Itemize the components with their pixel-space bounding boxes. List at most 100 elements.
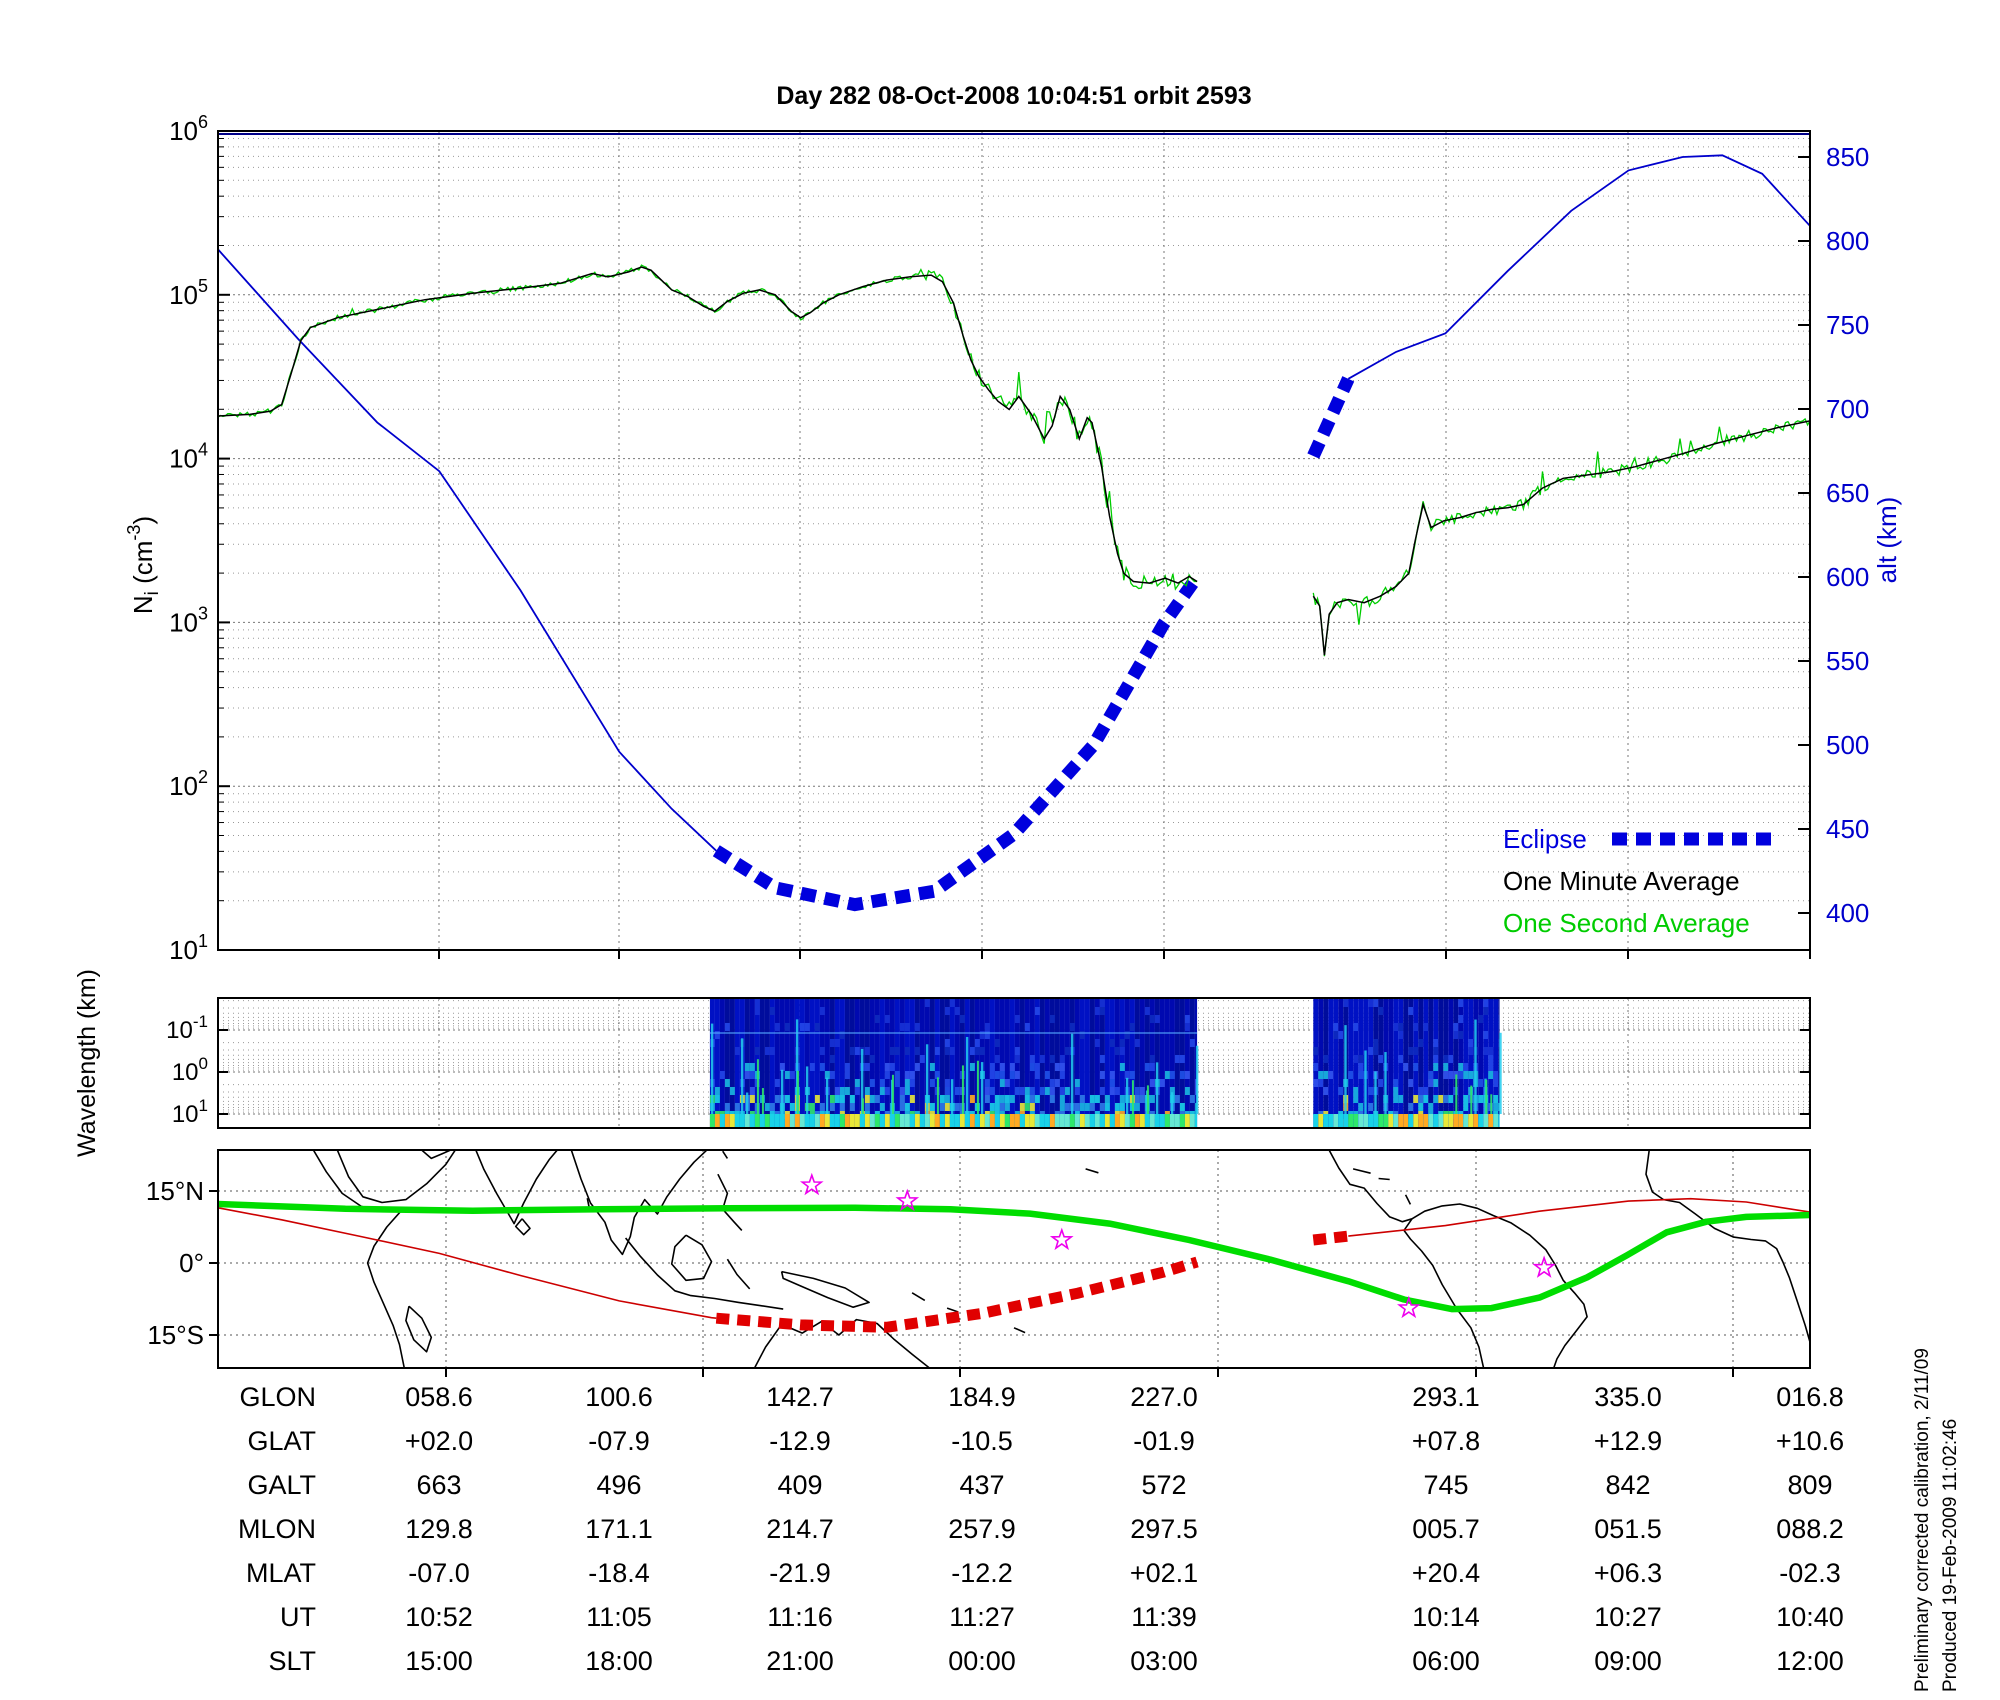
table-cell: -12.9: [769, 1426, 831, 1456]
coastline: [726, 1258, 751, 1290]
table-cell: 058.6: [405, 1382, 473, 1412]
footnote-line-1: Preliminary corrected calibration, 2/11/…: [1912, 1348, 1933, 1692]
table-row-label: UT: [280, 1602, 316, 1632]
table-cell: 437: [959, 1470, 1004, 1500]
table-cell: -07.0: [408, 1558, 470, 1588]
table-cell: 214.7: [766, 1514, 834, 1544]
table-cell: -07.9: [588, 1426, 650, 1456]
table-cell: 005.7: [1412, 1514, 1480, 1544]
table-cell: 21:00: [766, 1646, 834, 1676]
altitude-tick-label: 650: [1826, 478, 1869, 508]
table-cell: +20.4: [1412, 1558, 1480, 1588]
coastline: [312, 1150, 406, 1368]
table-cell: 10:27: [1594, 1602, 1662, 1632]
wavelength-tick-label: 100: [172, 1054, 208, 1086]
middle-panel-axes: 10-1 100 101: [166, 997, 1811, 1129]
density-axis-label: Ni (cm-3): [124, 516, 163, 614]
altitude-tick-label: 750: [1826, 310, 1869, 340]
coastline: [1645, 1150, 1810, 1343]
map-panel-frame: [217, 1149, 1811, 1369]
table-cell: 088.2: [1776, 1514, 1844, 1544]
ground-station-star: [799, 1172, 824, 1196]
footnote: Preliminary corrected calibration, 2/11/…: [1912, 1348, 1961, 1692]
altitude-eclipse-segment: [712, 573, 1203, 912]
coastline: [1085, 1168, 1099, 1174]
table-cell: -18.4: [588, 1558, 650, 1588]
footnote-line-2: Produced 19-Feb-2009 11:02:46: [1940, 1419, 1961, 1692]
coastline: [1404, 1194, 1412, 1205]
magnetic-equator-track: [218, 1200, 1810, 1313]
altitude-tick-label: 450: [1826, 814, 1869, 844]
latitude-tick-label: 0°: [179, 1248, 204, 1278]
ground-track: [218, 1207, 717, 1319]
table-cell: 11:39: [1131, 1602, 1197, 1632]
latitude-tick-label: 15°S: [147, 1320, 204, 1350]
ephemeris-table: GLON 058.6 100.6 142.7 184.9 227.0 293.1 335.0 0…: [238, 1382, 1844, 1676]
coastline: [753, 1318, 931, 1368]
legend-label-one-second: One Second Average: [1503, 908, 1750, 938]
table-cell: 297.5: [1130, 1514, 1198, 1544]
table-cell: 10:14: [1412, 1602, 1480, 1632]
table-cell: 11:16: [767, 1602, 833, 1632]
table-cell: 12:00: [1776, 1646, 1844, 1676]
density-tick-label: 106: [169, 112, 208, 146]
table-cell: 06:00: [1412, 1646, 1480, 1676]
table-row-label: SLT: [268, 1646, 316, 1676]
coastline: [1013, 1327, 1026, 1334]
middle-panel-frame: [217, 997, 1811, 1129]
ground-track-eclipse: [715, 1256, 1199, 1333]
table-cell: +07.8: [1412, 1426, 1480, 1456]
legend: Eclipse One Minute Average One Second Av…: [1503, 824, 1778, 938]
table-cell: 496: [596, 1470, 641, 1500]
altitude-tick-label: 700: [1826, 394, 1869, 424]
one-minute-average-trace: [218, 266, 1198, 584]
table-cell: 129.8: [405, 1514, 473, 1544]
coastline: [421, 1150, 451, 1160]
ground-station-star: [1532, 1255, 1556, 1278]
table-cell: +10.6: [1776, 1426, 1844, 1456]
coastline: [946, 1307, 959, 1313]
ground-track-eclipse: [1312, 1230, 1349, 1246]
table-cell: 335.0: [1594, 1382, 1662, 1412]
table-cell: -10.5: [951, 1426, 1013, 1456]
table-cell: 842: [1605, 1470, 1650, 1500]
table-cell: -01.9: [1133, 1426, 1195, 1456]
coastline: [1352, 1168, 1371, 1174]
coastline: [405, 1305, 433, 1353]
coastline: [1328, 1150, 1413, 1223]
table-cell: +06.3: [1594, 1558, 1662, 1588]
altitude-tick-label: 550: [1826, 646, 1869, 676]
figure-title: Day 282 08-Oct-2008 10:04:51 orbit 2593: [776, 82, 1251, 110]
table-cell: 227.0: [1130, 1382, 1198, 1412]
altitude-tick-label: 600: [1826, 562, 1869, 592]
table-row-label: MLAT: [246, 1558, 316, 1588]
ground-station-star: [1049, 1227, 1074, 1251]
table-row-label: GLAT: [247, 1426, 316, 1456]
table-cell: 00:00: [948, 1646, 1016, 1676]
altitude-curve: [218, 248, 717, 852]
map-panel-data: [218, 1150, 1810, 1368]
altitude-eclipse-segment: [1307, 376, 1355, 459]
altitude-tick-label: 800: [1826, 226, 1869, 256]
density-tick-label: 103: [169, 603, 208, 637]
table-cell: 10:40: [1776, 1602, 1844, 1632]
coastline: [780, 1270, 870, 1308]
one-minute-average-trace: [1312, 420, 1810, 656]
coastline: [670, 1234, 713, 1282]
density-tick-label: 101: [169, 931, 208, 965]
table-cell: 03:00: [1130, 1646, 1198, 1676]
table-cell: 663: [416, 1470, 461, 1500]
table-cell: 745: [1423, 1470, 1468, 1500]
table-cell: 293.1: [1412, 1382, 1480, 1412]
ground-track: [1348, 1197, 1810, 1237]
wavelength-tick-label: 10-1: [166, 1012, 208, 1044]
density-tick-label: 104: [169, 440, 208, 474]
top-panel-data: [218, 133, 1810, 912]
table-cell: -12.2: [951, 1558, 1013, 1588]
table-cell: 10:52: [405, 1602, 473, 1632]
legend-label-eclipse: Eclipse: [1503, 824, 1587, 854]
coastline: [514, 1218, 531, 1236]
altitude-axis-label: alt (km): [1872, 497, 1902, 584]
table-cell: +12.9: [1594, 1426, 1662, 1456]
table-cell: 409: [777, 1470, 822, 1500]
